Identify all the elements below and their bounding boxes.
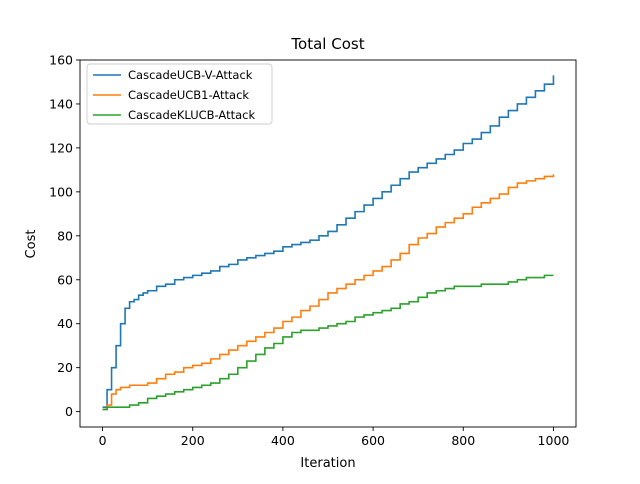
series-line-0 xyxy=(102,75,555,409)
x-tick-label-5: 1000 xyxy=(538,433,570,448)
x-axis-label: Iteration xyxy=(300,456,355,471)
legend-label-0: CascadeUCB-V-Attack xyxy=(128,68,253,82)
y-tick-label-8: 160 xyxy=(49,53,73,68)
legend-label-1: CascadeUCB1-Attack xyxy=(128,88,249,102)
y-tick-label-0: 0 xyxy=(65,404,73,419)
legend: CascadeUCB-V-Attack CascadeUCB1-Attack Cas… xyxy=(86,63,273,125)
y-tick-label-1: 20 xyxy=(57,360,73,375)
y-tick-label-7: 140 xyxy=(49,96,73,111)
plot-area: 0 200 400 600 800 1000 0 20 40 60 80 100 120 140 160 Ca… xyxy=(49,53,577,448)
x-tick-label-4: 800 xyxy=(451,433,475,448)
series-line-1 xyxy=(102,174,555,411)
x-tick-label-0: 0 xyxy=(99,433,107,448)
axes-frame xyxy=(79,59,577,428)
y-tick-label-6: 120 xyxy=(49,140,73,155)
chart-title: Total Cost xyxy=(290,35,364,53)
x-tick-label-3: 600 xyxy=(361,433,385,448)
y-tick-label-2: 40 xyxy=(57,316,73,331)
legend-label-2: CascadeKLUCB-Attack xyxy=(128,108,255,122)
series-line-2 xyxy=(102,274,554,411)
x-tick-label-1: 200 xyxy=(181,433,205,448)
legend-box xyxy=(86,63,273,125)
y-tick-label-3: 60 xyxy=(57,272,73,287)
x-tick-label-2: 400 xyxy=(271,433,295,448)
y-tick-label-5: 100 xyxy=(49,184,73,199)
y-tick-label-4: 80 xyxy=(57,228,73,243)
y-axis-label: Cost xyxy=(24,230,39,259)
